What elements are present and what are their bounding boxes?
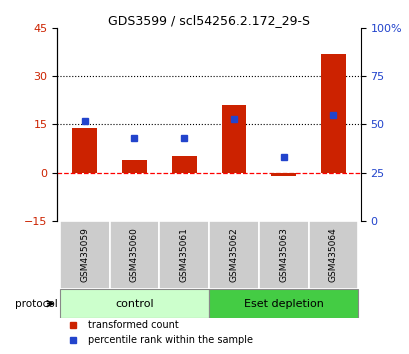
Bar [320,54,345,172]
Bar [60,221,109,289]
Title: GDS3599 / scl54256.2.172_29-S: GDS3599 / scl54256.2.172_29-S [108,14,309,27]
Text: Eset depletion: Eset depletion [243,299,323,309]
Bar [271,172,295,176]
Text: GSM435064: GSM435064 [328,228,337,282]
Text: protocol: protocol [15,299,57,309]
Bar [258,221,308,289]
Text: GSM435062: GSM435062 [229,228,238,282]
Bar [171,156,196,172]
Bar [308,221,357,289]
Text: GSM435059: GSM435059 [80,228,89,282]
Text: GSM435061: GSM435061 [179,228,188,282]
Bar [122,160,146,172]
Text: percentile rank within the sample: percentile rank within the sample [88,335,252,345]
Bar [60,289,209,318]
Text: GSM435063: GSM435063 [279,228,288,282]
Text: transformed count: transformed count [88,320,178,330]
Bar [209,221,258,289]
Bar [159,221,209,289]
Bar [209,289,357,318]
Bar [221,105,246,172]
Text: control: control [115,299,153,309]
Bar [109,221,159,289]
Text: GSM435060: GSM435060 [130,228,139,282]
Bar [72,128,97,172]
